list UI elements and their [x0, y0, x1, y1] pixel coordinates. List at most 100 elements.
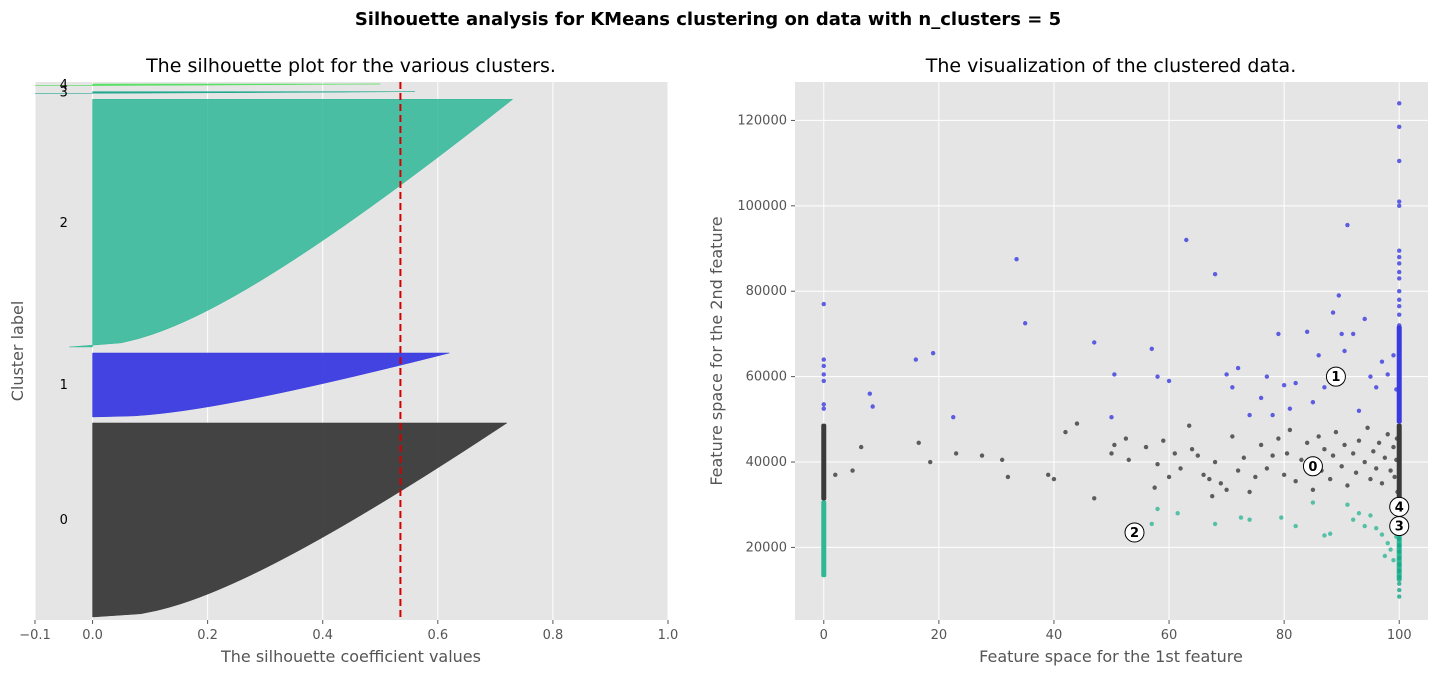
cluster-center-label: 2: [1130, 526, 1139, 541]
data-point-cluster_1: [1397, 376, 1402, 381]
data-point-cluster_0: [1379, 481, 1385, 486]
data-point-cluster_1: [821, 301, 826, 307]
data-point-cluster_1: [1014, 256, 1019, 262]
silhouette-x-tick-label: 1.0: [658, 628, 679, 643]
scatter-x-tick-label: 20: [931, 628, 948, 643]
data-point-cluster_1: [821, 357, 826, 362]
data-point-cluster_0: [1166, 474, 1172, 480]
data-point-cluster_1: [1397, 385, 1402, 390]
data-point-cluster_1: [1322, 385, 1327, 390]
data-point-cluster_0: [1210, 493, 1215, 499]
data-point-cluster_2: [1155, 506, 1160, 512]
data-point-cluster_1: [1397, 297, 1402, 302]
scatter-points: [821, 101, 1402, 599]
silhouette-x-tick-label: 0.0: [82, 628, 103, 643]
data-point-cluster_0: [1316, 434, 1321, 439]
data-point-cluster_0: [1276, 436, 1281, 441]
point-strip-cluster_0: [821, 423, 827, 501]
silhouette-area-cluster-2: [69, 99, 514, 348]
data-point-cluster_2: [1391, 558, 1396, 563]
data-point-cluster_0: [1299, 457, 1304, 463]
cluster-center-label: 3: [1395, 520, 1404, 535]
data-point-cluster_1: [1397, 329, 1402, 334]
scatter-x-tick-label: 100: [1387, 628, 1412, 643]
silhouette-area-cluster-3: [34, 91, 415, 94]
scatter-x-tick-label: 60: [1161, 628, 1178, 643]
data-point-cluster_2: [1149, 521, 1154, 527]
data-point-cluster_1: [1397, 323, 1402, 328]
silhouette-y-axis-label: Cluster label: [8, 301, 27, 402]
scatter-x-tick-label: 80: [1276, 628, 1293, 643]
data-point-cluster_1: [1345, 222, 1350, 228]
data-point-cluster_2: [1212, 521, 1218, 527]
scatter-y-tick-label: 20000: [746, 540, 787, 555]
data-point-cluster_2: [1327, 531, 1333, 536]
data-point-cluster_0: [1253, 474, 1258, 480]
scatter-y-tick-label: 100000: [737, 199, 787, 214]
cluster-label: 2: [60, 216, 68, 231]
data-point-cluster_0: [1264, 466, 1270, 471]
scatter-y-tick-label: 80000: [746, 284, 787, 299]
silhouette-x-axis-label: The silhouette coefficient values: [220, 647, 481, 666]
data-point-cluster_0: [1374, 466, 1379, 471]
silhouette-x-tick-label: 0.4: [312, 628, 333, 643]
data-point-cluster_0: [1394, 457, 1399, 463]
data-point-cluster_2: [1322, 533, 1327, 538]
data-point-cluster_0: [1385, 432, 1390, 437]
data-point-cluster_0: [1218, 481, 1224, 486]
data-point-cluster_1: [1112, 372, 1117, 377]
data-point-cluster_0: [1270, 453, 1275, 458]
cluster-label: 0: [60, 513, 68, 528]
data-point-cluster_0: [1371, 449, 1376, 454]
data-point-cluster_1: [870, 404, 875, 409]
data-point-cluster_0: [1395, 489, 1400, 495]
data-point-cluster_0: [1345, 483, 1350, 488]
data-point-cluster_3: [1397, 575, 1402, 580]
data-point-cluster_2: [1350, 517, 1356, 522]
data-point-cluster_1: [1155, 374, 1160, 379]
data-point-cluster_0: [1212, 459, 1218, 465]
data-point-cluster_1: [1397, 406, 1402, 411]
data-point-cluster_0: [1195, 453, 1201, 458]
cluster-centers: 0 1 2 3 4: [1124, 366, 1410, 543]
silhouette-area-cluster-0: [92, 422, 508, 618]
data-point-cluster_2: [1385, 540, 1390, 546]
data-point-cluster_3: [1397, 587, 1402, 593]
scatter-x-axis-label: Feature space for the 1st feature: [979, 647, 1243, 666]
data-point-cluster_1: [1022, 321, 1028, 326]
scatter-y-axis-label: Feature space for the 2nd feature: [707, 216, 726, 485]
data-point-cluster_0: [1322, 447, 1327, 452]
data-point-cluster_0: [928, 459, 933, 465]
scatter-y-tick-label: 60000: [746, 370, 787, 385]
data-point-cluster_0: [1178, 466, 1183, 471]
data-point-cluster_0: [1074, 421, 1080, 426]
data-point-cluster_1: [1368, 374, 1373, 379]
data-point-cluster_0: [953, 451, 959, 456]
scatter-x-tick-label: 0: [820, 628, 828, 643]
data-point-cluster_0: [1112, 442, 1117, 448]
data-point-cluster_2: [1310, 500, 1316, 505]
data-point-cluster_0: [1152, 485, 1157, 490]
data-point-cluster_0: [1327, 476, 1333, 482]
data-point-cluster_1: [1362, 316, 1367, 322]
data-point-cluster_1: [913, 357, 919, 362]
data-point-cluster_2: [1362, 523, 1367, 529]
data-point-cluster_0: [1365, 425, 1370, 431]
cluster-center-marker: [1302, 456, 1323, 477]
data-point-cluster_0: [1258, 442, 1264, 448]
data-point-cluster_0: [1051, 476, 1057, 482]
scatter-plot-title: The visualization of the clustered data.: [925, 55, 1297, 77]
data-point-cluster_1: [1258, 395, 1264, 401]
data-point-cluster_0: [1350, 451, 1356, 456]
data-point-cluster_1: [1397, 101, 1402, 106]
silhouette-x-tick-label: −0.1: [19, 628, 51, 643]
data-point-cluster_1: [1397, 350, 1402, 356]
data-point-cluster_0: [1382, 455, 1388, 460]
data-point-cluster_1: [1397, 303, 1402, 309]
data-point-cluster_1: [1397, 417, 1402, 422]
data-point-cluster_1: [1397, 158, 1402, 164]
data-point-cluster_1: [1316, 353, 1321, 358]
data-point-cluster_0: [1330, 453, 1336, 458]
silhouette-plot: 0 1 2 34 −0.1 0.0 0.2 0.4 0.6 0.8 1.0 The silhoue…: [8, 55, 678, 666]
